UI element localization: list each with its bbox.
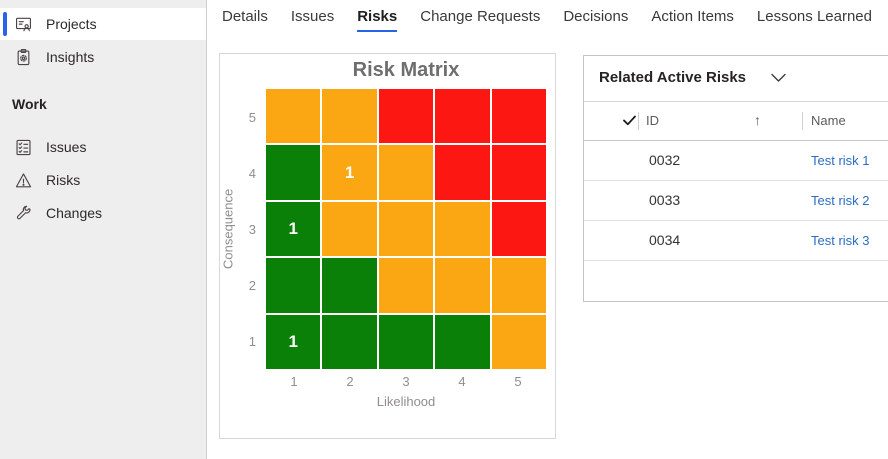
matrix-cell-likelihood-5-consequence-2[interactable]	[491, 258, 546, 313]
matrix-cell-likelihood-1-consequence-2[interactable]	[266, 258, 321, 313]
matrix-cell-likelihood-4-consequence-3[interactable]	[435, 201, 490, 257]
tab-issues[interactable]: Issues	[290, 8, 335, 25]
selected-indicator	[3, 12, 7, 36]
risk-table-row[interactable]: 0033 Test risk 2	[584, 181, 888, 221]
insights-clipboard-icon	[14, 48, 33, 67]
matrix-cell-likelihood-3-consequence-4[interactable]	[378, 145, 434, 200]
x-tick-label: 3	[402, 374, 410, 389]
matrix-cell-likelihood-2-consequence-5[interactable]	[322, 89, 377, 144]
x-tick-label: 2	[346, 374, 354, 389]
tab-decisions[interactable]: Decisions	[563, 8, 629, 25]
sidebar-section-work: Work	[12, 96, 47, 112]
matrix-cell-likelihood-5-consequence-5[interactable]	[491, 89, 546, 144]
tab-change-requests[interactable]: Change Requests	[420, 8, 541, 25]
sidebar-item-label: Issues	[46, 139, 87, 155]
risk-id-cell: 0033	[649, 192, 681, 208]
chart-title: Risk Matrix	[352, 59, 460, 81]
x-tick-label: 1	[290, 374, 298, 389]
y-tick-label: 1	[248, 333, 256, 349]
matrix-cell-likelihood-2-consequence-1[interactable]	[322, 314, 377, 369]
matrix-cell-likelihood-3-consequence-3[interactable]	[378, 201, 434, 257]
tab-bar: Details Issues Risks Change Requests Decisio…	[222, 8, 872, 32]
x-axis-ticks: 1 2 3 4 5	[266, 374, 546, 389]
matrix-cell-likelihood-1-consequence-5[interactable]	[266, 89, 321, 144]
matrix-cell-likelihood-4-consequence-2[interactable]	[435, 258, 490, 313]
wrench-icon	[14, 204, 33, 223]
sidebar-item-label: Projects	[46, 16, 97, 32]
matrix-cell-likelihood-2-consequence-3[interactable]	[322, 201, 377, 257]
risk-id-cell: 0032	[649, 152, 681, 168]
sidebar-item-changes[interactable]: Changes	[0, 198, 206, 228]
column-header-name[interactable]: Name	[811, 113, 846, 128]
panel-title: Related Active Risks	[599, 69, 747, 86]
sidebar: Projects Insights Work Issues Risks Changes	[0, 0, 207, 459]
matrix-cell-likelihood-4-consequence-4[interactable]	[435, 145, 490, 200]
projects-board-icon	[14, 15, 33, 34]
matrix-cell-likelihood-1-consequence-4[interactable]	[266, 145, 321, 200]
matrix-cell-likelihood-2-consequence-4[interactable]: 1	[322, 145, 377, 200]
matrix-cell-likelihood-4-consequence-1[interactable]	[435, 314, 490, 369]
sidebar-item-risks[interactable]: Risks	[0, 165, 206, 195]
risk-table-row[interactable]: 0032 Test risk 1	[584, 141, 888, 181]
y-axis-label: Consequence	[220, 188, 236, 270]
sidebar-item-projects[interactable]: Projects	[0, 8, 206, 40]
x-tick-label: 5	[514, 374, 522, 389]
matrix-cell-likelihood-2-consequence-2[interactable]	[322, 258, 377, 313]
x-tick-label: 4	[458, 374, 466, 389]
panel-titlebar: Related Active Risks	[599, 69, 787, 86]
risk-id-cell: 0034	[649, 232, 681, 248]
issues-checklist-icon	[14, 138, 33, 157]
risk-name-link[interactable]: Test risk 3	[811, 233, 870, 248]
tab-risks[interactable]: Risks	[357, 8, 398, 32]
risk-name-link[interactable]: Test risk 1	[811, 153, 870, 168]
sidebar-item-issues[interactable]: Issues	[0, 132, 206, 162]
matrix-cell-likelihood-5-consequence-1[interactable]	[491, 314, 546, 369]
sort-ascending-icon: ↑	[754, 112, 761, 128]
sidebar-item-label: Risks	[46, 172, 81, 188]
y-axis-ticks: 5 4 3 2 1	[236, 89, 256, 369]
related-risks-panel: Related Active Risks ID ↑ Name 0032 Test …	[583, 55, 888, 302]
matrix-cell-likelihood-5-consequence-3[interactable]	[491, 201, 546, 257]
x-axis-label: Likelihood	[376, 394, 436, 409]
column-divider	[638, 112, 639, 130]
matrix-cell-likelihood-3-consequence-2[interactable]	[378, 258, 434, 313]
select-all-checkmark-icon[interactable]	[622, 113, 637, 131]
chevron-down-icon[interactable]	[770, 72, 787, 84]
tab-action-items[interactable]: Action Items	[651, 8, 734, 25]
y-tick-label: 3	[248, 221, 256, 237]
sidebar-item-insights[interactable]: Insights	[0, 42, 206, 72]
matrix-cell-likelihood-3-consequence-5[interactable]	[378, 89, 434, 144]
sidebar-item-label: Changes	[46, 205, 103, 221]
risk-table-body: 0032 Test risk 1 0033 Test risk 2 0034 Test r…	[584, 141, 888, 261]
sidebar-item-label: Insights	[46, 49, 95, 65]
matrix-cell-likelihood-1-consequence-1[interactable]: 1	[266, 314, 321, 369]
column-divider	[802, 112, 803, 130]
y-tick-label: 4	[248, 165, 256, 181]
tab-lessons-learned[interactable]: Lessons Learned	[756, 8, 872, 25]
matrix-cell-likelihood-5-consequence-4[interactable]	[491, 145, 546, 200]
risk-table-row[interactable]: 0034 Test risk 3	[584, 221, 888, 261]
matrix-cell-likelihood-1-consequence-3[interactable]: 1	[266, 201, 321, 257]
y-tick-label: 2	[248, 277, 256, 293]
warning-triangle-icon	[14, 171, 33, 190]
column-header-id[interactable]: ID	[646, 113, 659, 128]
risk-table-header: ID ↑ Name	[584, 101, 888, 141]
matrix-cell-likelihood-3-consequence-1[interactable]	[378, 314, 434, 369]
risk-name-link[interactable]: Test risk 2	[811, 193, 870, 208]
y-tick-label: 5	[248, 109, 256, 125]
matrix-cell-likelihood-4-consequence-5[interactable]	[435, 89, 490, 144]
tab-details[interactable]: Details	[222, 8, 268, 25]
panel-divider	[584, 101, 888, 102]
